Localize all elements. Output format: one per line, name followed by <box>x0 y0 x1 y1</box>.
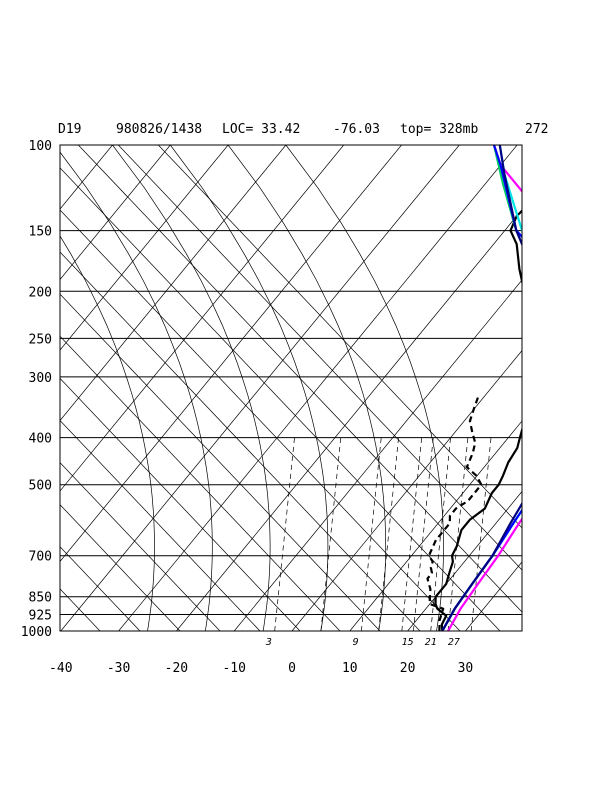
isotherm-line <box>60 145 171 281</box>
mixing-ratio-label: 9 <box>353 637 359 648</box>
isotherm-line <box>233 279 522 631</box>
isotherm-line <box>523 145 612 631</box>
temperature-profile-line <box>434 209 522 631</box>
isotherm-line <box>407 490 522 631</box>
mixing-ratio-line <box>320 437 342 631</box>
dry-adiabat-line <box>60 167 501 631</box>
mixing-ratio-line <box>274 437 295 631</box>
dry-adiabat-line <box>60 377 301 631</box>
temperature-profile-line <box>441 145 522 631</box>
isotherm-line <box>581 145 612 631</box>
isotherm-line <box>60 145 460 631</box>
moist-adiabat-line <box>60 151 213 631</box>
temperature-tick-label: -10 <box>222 661 245 676</box>
mixing-ratio-line <box>447 437 469 631</box>
header-station: D19 <box>58 122 81 137</box>
temperature-tick-label: 10 <box>342 661 358 676</box>
pressure-tick-label: 250 <box>29 332 52 347</box>
dry-adiabat-line <box>60 251 421 631</box>
background-lines <box>0 145 612 631</box>
isotherm-line <box>465 561 522 631</box>
moist-adiabat-line <box>170 145 329 631</box>
plot-frame <box>59 144 523 632</box>
header-value: 272 <box>525 122 548 137</box>
temperature-tick-label: -40 <box>49 661 72 676</box>
mixing-ratio-label: 27 <box>448 637 460 648</box>
isotherm-line <box>60 145 287 422</box>
pressure-tick-label: 1000 <box>21 625 52 640</box>
pressure-tick-label: 400 <box>29 432 52 447</box>
header-longitude: -76.03 <box>333 122 380 137</box>
header-datetime: 980826/1438 <box>116 122 202 137</box>
pressure-tick-label: 700 <box>29 550 52 565</box>
moist-adiabat-line <box>60 235 155 631</box>
dewpoint-profile-line <box>426 396 483 631</box>
mixing-ratio-line <box>378 437 399 631</box>
isotherm-line <box>60 145 113 210</box>
temperature-tick-label: 0 <box>288 661 296 676</box>
isotherm-line <box>176 208 522 631</box>
pressure-tick-label: 500 <box>29 479 52 494</box>
temperature-tick-label: -20 <box>165 661 188 676</box>
isotherm-line <box>60 145 344 492</box>
moist-adiabat-line <box>112 145 271 631</box>
temperature-profile-line <box>441 145 522 631</box>
pressure-tick-label: 100 <box>29 139 52 154</box>
dry-adiabat-line <box>0 145 20 631</box>
dry-adiabat-line <box>158 145 522 529</box>
pressure-tick-label: 150 <box>29 225 52 240</box>
dry-adiabat-line <box>60 419 261 631</box>
temperature-tick-label: -30 <box>107 661 130 676</box>
pressure-tick-label: 300 <box>29 371 52 386</box>
mixing-ratio-line <box>430 437 451 631</box>
mixing-ratio-line <box>470 437 492 631</box>
mixing-ratio-line <box>361 437 382 631</box>
isotherm-line <box>291 349 522 631</box>
isotherm-line <box>60 145 402 563</box>
mixing-ratio-line <box>401 437 423 631</box>
temperature-tick-label: 30 <box>458 661 474 676</box>
header-top: top= 328mb <box>400 122 478 137</box>
pressure-tick-label: 200 <box>29 285 52 300</box>
pressure-tick-label: 925 <box>29 609 52 624</box>
temperature-tick-label: 20 <box>400 661 416 676</box>
temperature-profile-line <box>447 145 522 631</box>
mixing-ratio-line <box>413 437 434 631</box>
isotherm-line <box>118 145 518 631</box>
header-location: LOC= 33.42 <box>222 122 300 137</box>
isotherm-line <box>349 420 522 631</box>
profile-lines <box>426 145 522 631</box>
dry-adiabat-line <box>60 546 141 631</box>
pressure-tick-label: 850 <box>29 591 52 606</box>
dry-adiabat-line <box>60 504 181 631</box>
dry-adiabat-line <box>60 209 461 631</box>
dry-adiabat-line <box>60 335 341 631</box>
temperature-profile-line <box>441 145 522 631</box>
dry-adiabat-line <box>60 462 221 631</box>
moist-adiabat-line <box>227 145 387 631</box>
mixing-ratio-label: 21 <box>425 637 437 648</box>
chart-header: D19 980826/1438 LOC= 33.42 -76.03 top= 3… <box>58 122 548 137</box>
isotherm-line <box>60 145 229 351</box>
dry-adiabat-line <box>78 145 522 613</box>
dry-adiabat-line <box>60 293 381 631</box>
mixing-ratio-label: 15 <box>402 637 414 648</box>
mixing-ratio-label: 3 <box>265 637 272 648</box>
